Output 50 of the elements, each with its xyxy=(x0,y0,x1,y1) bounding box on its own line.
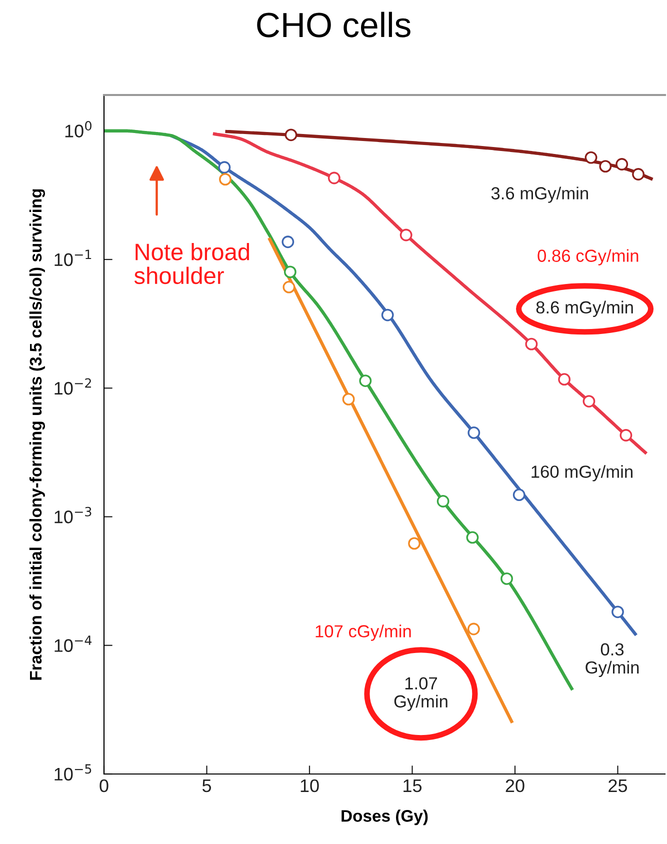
point xyxy=(620,429,632,442)
point xyxy=(328,172,340,184)
point xyxy=(558,373,571,386)
point xyxy=(616,158,628,170)
chart-title: CHO cells xyxy=(257,12,410,38)
x-tick-label: 15 xyxy=(404,780,422,792)
point xyxy=(525,338,538,350)
x-tick-label: 20 xyxy=(506,779,524,792)
point xyxy=(282,280,296,294)
annotation: 8.6 mGy/min xyxy=(536,300,633,317)
x-tick-label: 0 xyxy=(100,779,108,792)
point xyxy=(500,572,513,585)
annotation: 107 cGy/min xyxy=(316,624,411,641)
y-tick-label: 10$^{−1}$ xyxy=(54,250,92,266)
point xyxy=(512,488,526,502)
y-axis-title: Fraction of initial colony-forming units (3.5 cells/col) surviving xyxy=(29,189,46,680)
point xyxy=(359,374,372,388)
annotation: 0.3 Gy/min xyxy=(586,643,639,678)
point xyxy=(381,308,394,322)
point xyxy=(599,160,612,173)
point xyxy=(284,266,296,278)
point xyxy=(400,228,412,242)
x-axis-title: Doses (Gy) xyxy=(342,810,428,826)
point xyxy=(284,128,298,142)
y-tick-label: 10$^{−4}$ xyxy=(54,636,92,652)
point xyxy=(466,531,479,544)
annotation: Note broad shoulder xyxy=(134,243,250,284)
point xyxy=(467,622,480,636)
point xyxy=(408,537,421,550)
x-tick-label: 5 xyxy=(202,780,212,792)
point xyxy=(342,392,355,406)
y-tick-label: 10$^{−2}$ xyxy=(54,378,91,395)
point xyxy=(632,168,644,180)
y-tick-label: 10$^{−3}$ xyxy=(54,506,92,524)
annotation: 1.07 Gy/min xyxy=(394,677,448,712)
point xyxy=(468,426,480,439)
point xyxy=(436,495,450,508)
annotation: 160 mGy/min xyxy=(532,465,632,482)
x-tick-label: 25 xyxy=(608,779,628,792)
y-tick-label: 10$^{−5}$ xyxy=(54,764,92,781)
point xyxy=(282,236,294,248)
point xyxy=(584,151,598,164)
annotation: 0.86 cGy/min xyxy=(538,249,638,266)
y-tick-label: 10$^{0}$ xyxy=(65,120,92,138)
point xyxy=(612,606,624,618)
point xyxy=(218,161,231,174)
x-tick-label: 10 xyxy=(300,779,319,792)
point xyxy=(219,173,232,186)
annotation: 3.6 mGy/min xyxy=(491,186,588,203)
point xyxy=(582,395,596,408)
